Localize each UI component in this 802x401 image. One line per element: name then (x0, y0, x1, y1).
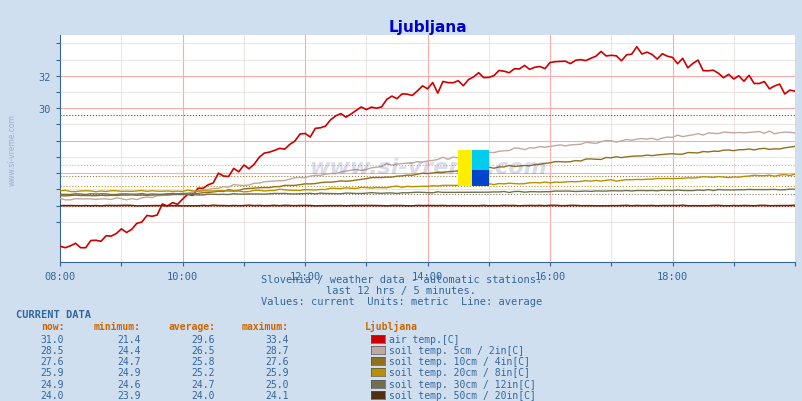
Text: 24.6: 24.6 (117, 379, 140, 389)
Text: 24.0: 24.0 (41, 390, 64, 400)
Text: 25.9: 25.9 (265, 367, 289, 377)
Text: www.si-vreme.com: www.si-vreme.com (8, 113, 17, 185)
Title: Ljubljana: Ljubljana (388, 20, 466, 35)
Text: 24.1: 24.1 (265, 390, 289, 400)
Text: minimum:: minimum: (93, 322, 140, 332)
Text: 25.0: 25.0 (265, 379, 289, 389)
Text: soil temp. 50cm / 20in[C]: soil temp. 50cm / 20in[C] (389, 390, 536, 400)
Text: 27.6: 27.6 (41, 356, 64, 366)
Text: 25.2: 25.2 (192, 367, 215, 377)
Text: 24.7: 24.7 (117, 356, 140, 366)
Text: 23.9: 23.9 (117, 390, 140, 400)
Text: 24.0: 24.0 (192, 390, 215, 400)
Text: 27.6: 27.6 (265, 356, 289, 366)
Text: www.si-vreme.com: www.si-vreme.com (308, 158, 546, 178)
Text: 33.4: 33.4 (265, 334, 289, 344)
Text: now:: now: (41, 322, 64, 332)
Text: 25.8: 25.8 (192, 356, 215, 366)
Text: 26.5: 26.5 (192, 345, 215, 355)
Text: soil temp. 5cm / 2in[C]: soil temp. 5cm / 2in[C] (389, 345, 524, 355)
Text: last 12 hrs / 5 minutes.: last 12 hrs / 5 minutes. (326, 286, 476, 296)
Text: maximum:: maximum: (241, 322, 289, 332)
Text: 28.7: 28.7 (265, 345, 289, 355)
Text: 24.4: 24.4 (117, 345, 140, 355)
Text: Values: current  Units: metric  Line: average: Values: current Units: metric Line: aver… (261, 296, 541, 306)
Text: soil temp. 10cm / 4in[C]: soil temp. 10cm / 4in[C] (389, 356, 530, 366)
Text: 31.0: 31.0 (41, 334, 64, 344)
Bar (472, 151, 488, 186)
Text: soil temp. 20cm / 8in[C]: soil temp. 20cm / 8in[C] (389, 367, 530, 377)
Text: soil temp. 30cm / 12in[C]: soil temp. 30cm / 12in[C] (389, 379, 536, 389)
Text: 28.5: 28.5 (41, 345, 64, 355)
Text: Ljubljana: Ljubljana (365, 321, 418, 332)
Bar (458, 151, 472, 186)
Text: 24.9: 24.9 (41, 379, 64, 389)
Text: 24.7: 24.7 (192, 379, 215, 389)
Text: 21.4: 21.4 (117, 334, 140, 344)
Bar (472, 170, 488, 186)
Text: CURRENT DATA: CURRENT DATA (16, 309, 91, 319)
Text: 29.6: 29.6 (192, 334, 215, 344)
Text: Slovenia / weather data - automatic stations.: Slovenia / weather data - automatic stat… (261, 275, 541, 285)
Text: 25.9: 25.9 (41, 367, 64, 377)
Text: 24.9: 24.9 (117, 367, 140, 377)
Text: air temp.[C]: air temp.[C] (389, 334, 460, 344)
Text: average:: average: (168, 322, 215, 332)
